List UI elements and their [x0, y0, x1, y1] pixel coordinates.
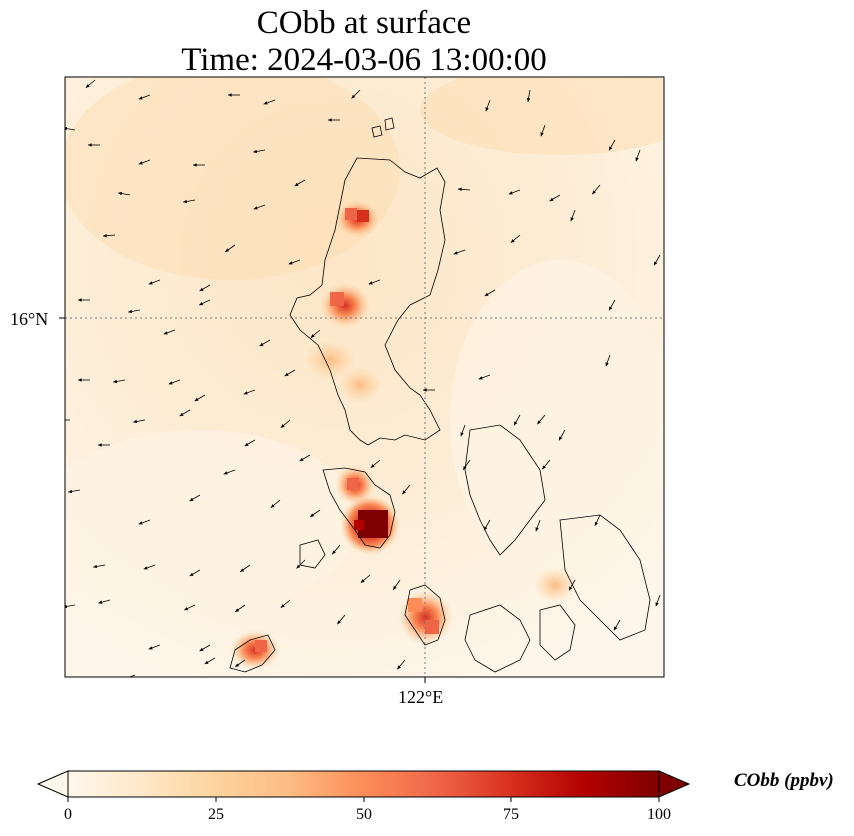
colorbar-label: CObb (ppbv) [734, 770, 834, 791]
colorbar-tick-label: 75 [503, 806, 519, 823]
map-title-line1: CObb at surface [256, 5, 472, 41]
hotspot-east [533, 567, 577, 603]
colorbar-tick-label: 0 [64, 806, 72, 823]
colorbar-extend-min [36, 770, 69, 798]
colorbar-extend-max [658, 770, 691, 798]
colorbar-tick-label: 100 [647, 806, 671, 823]
map-panel [59, 76, 665, 683]
colorbar-gradient [67, 770, 660, 798]
colorbar-tick-label: 25 [208, 806, 224, 823]
hotspot-southwest [230, 630, 280, 670]
wind-vectors [65, 79, 661, 677]
map-frame [64, 76, 665, 678]
coastlines [229, 117, 651, 673]
map-title-line2: Time: 2024-03-06 13:00:00 [181, 42, 547, 78]
colorbar-tick-label: 50 [356, 806, 372, 823]
longitude-tick-label: 122°E [398, 687, 444, 707]
hotspot-mindoro [335, 465, 400, 555]
latitude-tick-label: 16°N [10, 309, 49, 329]
hotspot-northern-luzon [335, 200, 380, 238]
colorbar [36, 770, 691, 802]
hotspot-central-luzon [305, 283, 382, 403]
